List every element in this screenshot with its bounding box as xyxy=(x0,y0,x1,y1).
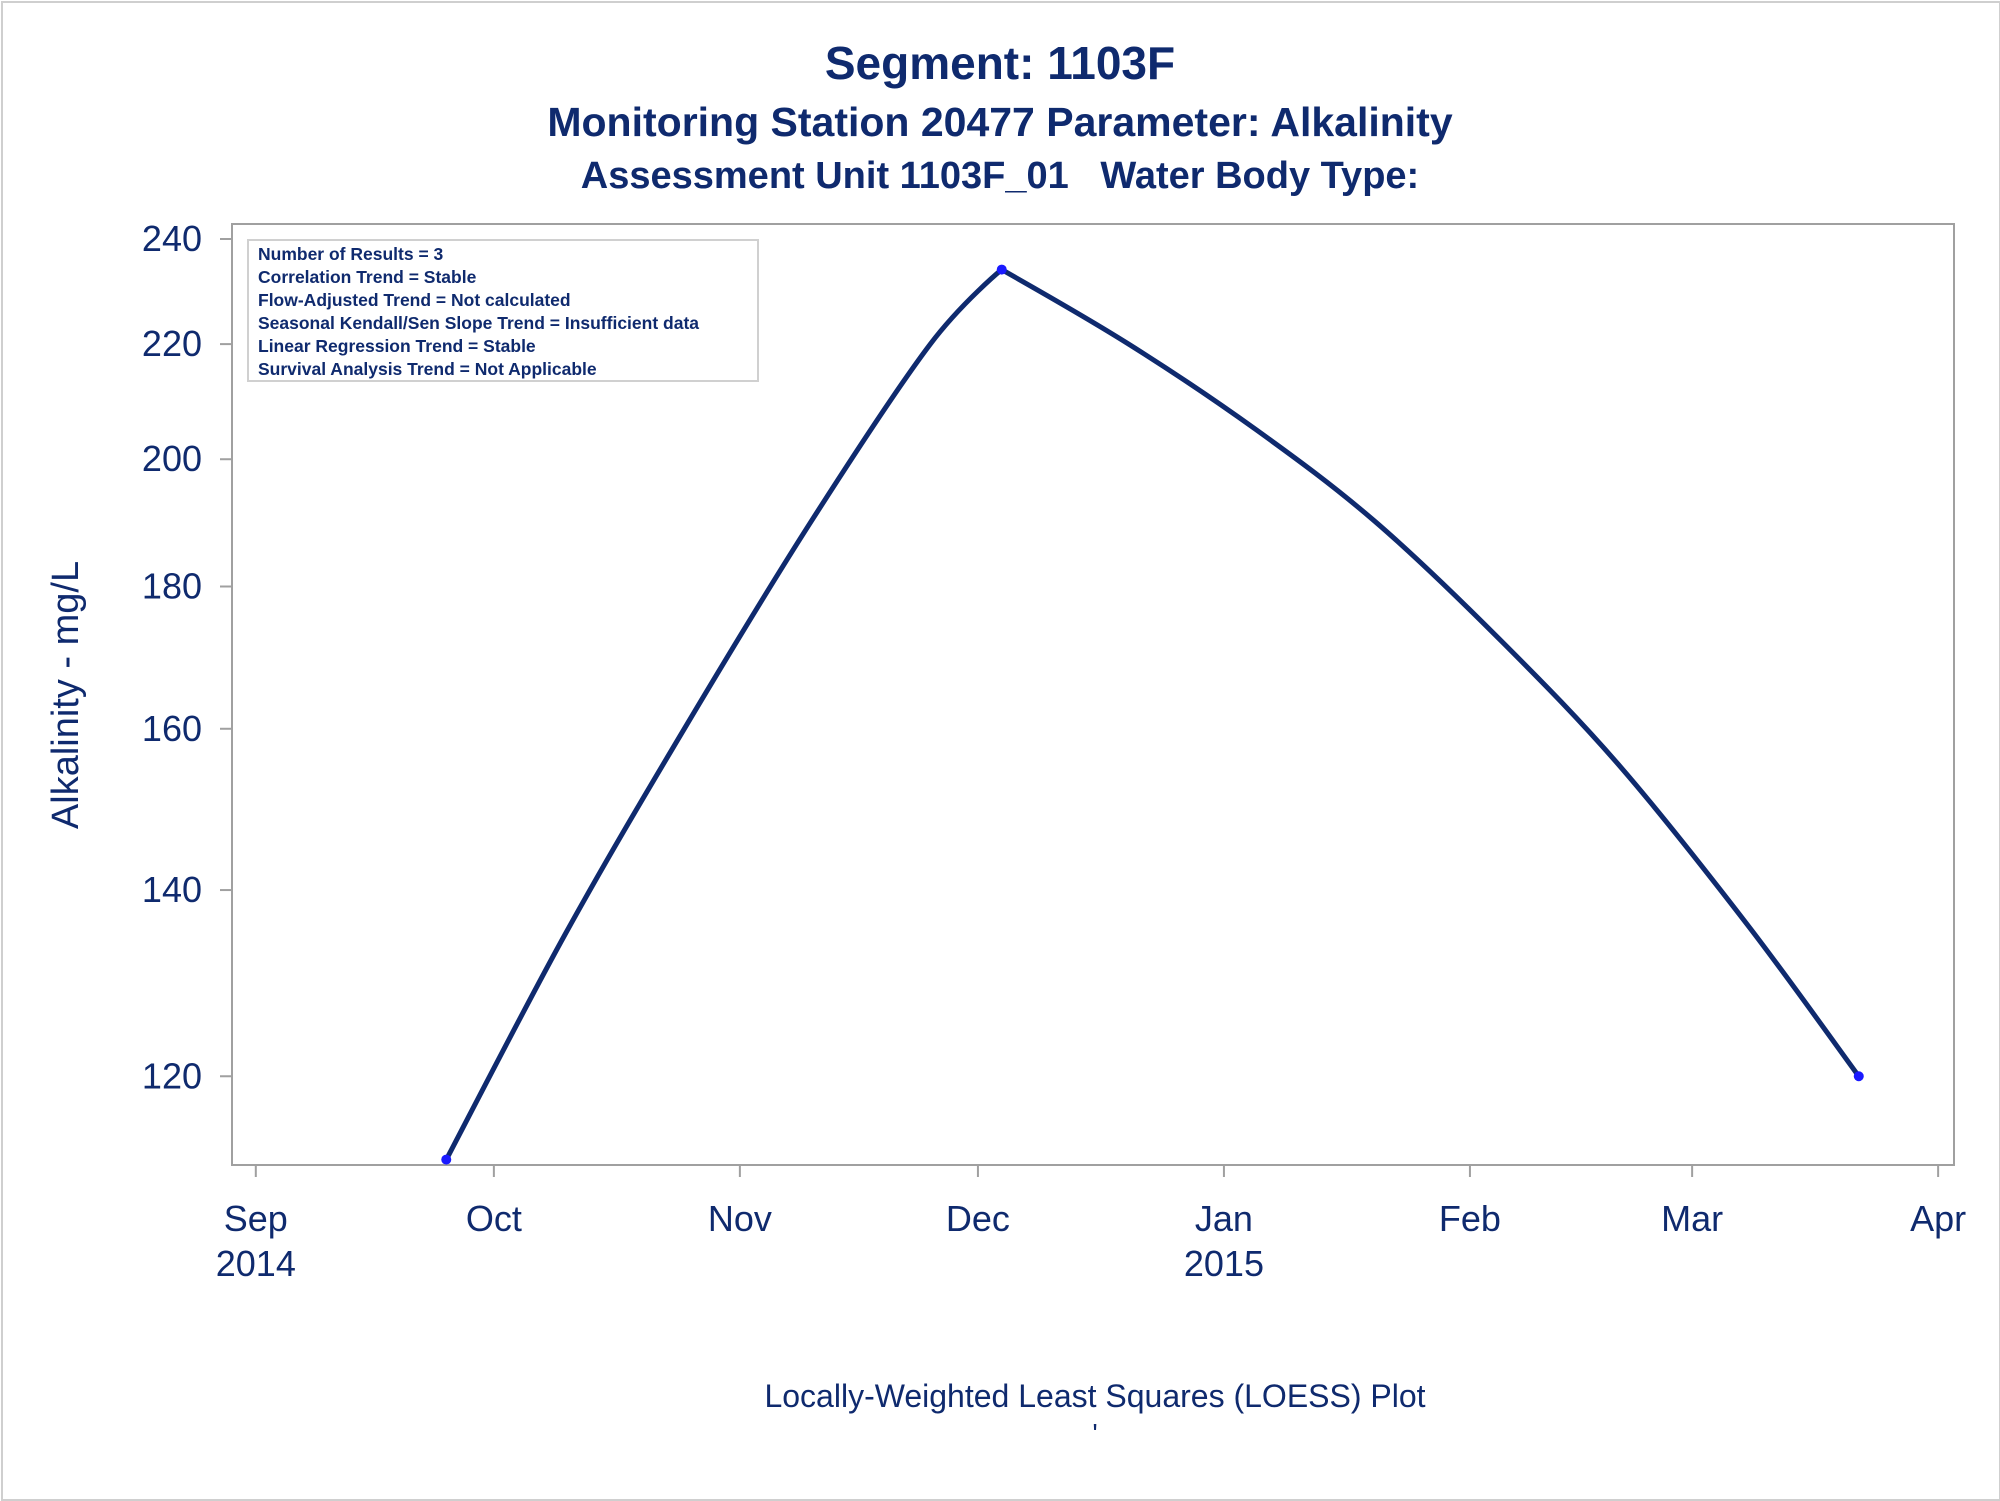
y-tick-label: 120 xyxy=(142,1055,202,1096)
y-axis-ticks: 120 140 160 180 200 220 240 xyxy=(142,218,232,1096)
stats-box-border xyxy=(247,239,759,382)
footnote-mark: ' xyxy=(1092,1418,1098,1449)
observation-point xyxy=(996,264,1007,275)
y-tick-label: 180 xyxy=(142,565,202,606)
stat-number-of-results: Number of Results = 3 xyxy=(258,244,444,264)
series-layer xyxy=(441,264,1864,1165)
y-axis-title: Alkalinity - mg/L xyxy=(45,561,87,829)
x-tick-label: Feb xyxy=(1439,1198,1501,1239)
stat-seasonal-kendall-trend: Seasonal Kendall/Sen Slope Trend = Insuf… xyxy=(258,313,699,333)
stat-correlation-trend: Correlation Trend = Stable xyxy=(258,267,477,287)
x-tick-label: Apr xyxy=(1910,1198,1966,1239)
y-tick-label: 140 xyxy=(142,869,202,910)
x-tick-label: Jan xyxy=(1195,1198,1253,1239)
stat-linear-regression-trend: Linear Regression Trend = Stable xyxy=(258,336,536,356)
observation-point xyxy=(441,1154,452,1165)
stats-box: Number of Results = 3 Correlation Trend … xyxy=(247,239,759,382)
footnote-loess: Locally-Weighted Least Squares (LOESS) P… xyxy=(764,1378,1426,1414)
stat-flow-adjusted-trend: Flow-Adjusted Trend = Not calculated xyxy=(258,290,571,310)
x-tick-year-label: 2015 xyxy=(1184,1243,1264,1284)
y-tick-label: 160 xyxy=(142,708,202,749)
y-tick-label: 200 xyxy=(142,438,202,479)
chart-subtitle-assessment: Assessment Unit 1103F_01 Water Body Type… xyxy=(580,155,1420,197)
x-tick-year-label: 2014 xyxy=(216,1243,296,1284)
stat-survival-analysis-trend: Survival Analysis Trend = Not Applicable xyxy=(258,359,597,379)
y-tick-label: 240 xyxy=(142,218,202,259)
loess-curve xyxy=(443,267,1862,1163)
x-tick-label: Mar xyxy=(1661,1198,1723,1239)
x-tick-label: Nov xyxy=(708,1198,772,1239)
observation-point xyxy=(1853,1071,1864,1082)
y-tick-label: 220 xyxy=(142,323,202,364)
x-tick-label: Oct xyxy=(466,1198,522,1239)
x-tick-label: Sep xyxy=(224,1198,288,1239)
x-tick-label: Dec xyxy=(946,1198,1010,1239)
chart-subtitle-station: Monitoring Station 20477 Parameter: Alka… xyxy=(547,99,1453,145)
chart-title: Segment: 1103F xyxy=(824,37,1176,89)
